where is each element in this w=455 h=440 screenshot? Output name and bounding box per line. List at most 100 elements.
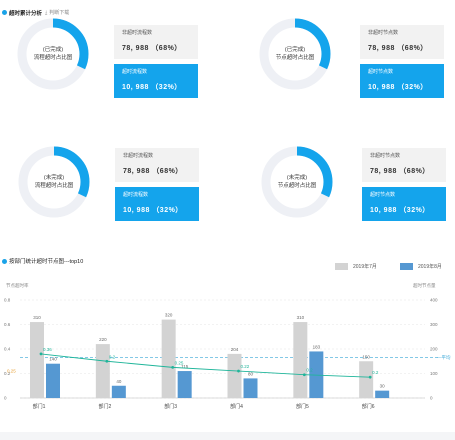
donut-slice-timeout bbox=[18, 146, 90, 218]
donut-chart bbox=[17, 18, 89, 90]
bar-august-value: 140 bbox=[49, 357, 57, 362]
timeout-stat-card[interactable]: 超时节点数 10, 988 （32%） bbox=[360, 64, 444, 98]
stat-label: 超时流程数 bbox=[123, 192, 149, 198]
donut-caption: 流程超时占比图 bbox=[33, 55, 73, 61]
download-icon: ⤓ bbox=[45, 9, 48, 16]
chart-section-dot bbox=[2, 259, 7, 264]
stat-label: 超时流程数 bbox=[122, 69, 148, 75]
legend-swatch-blue bbox=[400, 263, 413, 270]
bar-august bbox=[375, 390, 390, 398]
bar-july bbox=[293, 322, 308, 398]
timeout-rate-point bbox=[368, 375, 372, 379]
timeout-rate-label: 0.2 bbox=[109, 354, 116, 359]
timeout-rate-point bbox=[237, 369, 240, 373]
non-timeout-stat-card[interactable]: 非超时节点数 78, 988 （68%） bbox=[362, 148, 446, 182]
bar-july-value: 220 bbox=[99, 337, 107, 342]
left-tick-label: 0.6 bbox=[4, 322, 11, 327]
stat-label: 非超时流程数 bbox=[123, 153, 154, 159]
download-label: 判断下载 bbox=[49, 10, 70, 16]
donut-center-label: (已完成) 节点超时占比图 bbox=[265, 46, 325, 62]
stat-value: 10, 988 （32%） bbox=[122, 84, 182, 91]
stat-value: 78, 988 （68%） bbox=[370, 168, 430, 175]
stat-label: 非超时节点数 bbox=[368, 30, 399, 36]
bar-july-value: 310 bbox=[297, 315, 305, 320]
donut-status: (未完成) bbox=[43, 175, 65, 181]
right-tick-label: 400 bbox=[430, 298, 438, 303]
bar-july-value: 310 bbox=[33, 315, 41, 320]
donut-caption: 节点超时占比图 bbox=[275, 55, 315, 61]
timeout-rate-label: 0.25 bbox=[175, 360, 184, 365]
left-tick-label: 0.8 bbox=[4, 298, 11, 303]
left-axis-title: 节点超时率 bbox=[6, 283, 29, 288]
x-tick-label: 部门2 bbox=[98, 403, 111, 410]
timeout-rate-point bbox=[171, 365, 175, 369]
donut-center-label: (未完成) 流程超时占比图 bbox=[24, 174, 84, 190]
donut-caption: 节点超时占比图 bbox=[277, 183, 317, 189]
bar-august-value: 183 bbox=[313, 344, 321, 349]
bar-july-value: 204 bbox=[231, 347, 239, 352]
average-ref-label: —平均 bbox=[437, 354, 451, 361]
bar-july-value: 150 bbox=[362, 354, 370, 359]
donut-status: (未完成) bbox=[286, 175, 308, 181]
legend-label-august: 2019年8月 bbox=[418, 264, 442, 270]
donut-chart bbox=[18, 146, 90, 218]
bar-july-value: 320 bbox=[165, 313, 173, 318]
non-timeout-stat-card[interactable]: 非超时节点数 78, 988 （68%） bbox=[360, 25, 444, 59]
right-tick-label: 100 bbox=[430, 371, 438, 376]
x-tick-label: 部门6 bbox=[362, 403, 375, 410]
timeout-stat-card[interactable]: 超时节点数 10, 988 （32%） bbox=[362, 187, 446, 221]
timeout-rate-label: 0.22 bbox=[241, 364, 250, 369]
bar-august-value: 80 bbox=[248, 371, 254, 376]
left-tick-label: 0.2 bbox=[4, 371, 11, 376]
bar-july bbox=[227, 353, 242, 398]
non-timeout-stat-card[interactable]: 非超时流程数 78, 988 （68%） bbox=[115, 148, 199, 182]
section-marker-dot bbox=[2, 10, 7, 15]
x-tick-label: 部门3 bbox=[164, 403, 177, 410]
legend-label-july: 2019年7月 bbox=[353, 264, 377, 270]
stat-value: 10, 988 （32%） bbox=[123, 207, 183, 214]
right-axis-title: 超时节点量 bbox=[413, 283, 436, 288]
stat-label: 非超时流程数 bbox=[122, 30, 153, 36]
bar-july bbox=[359, 361, 374, 398]
stat-label: 超时节点数 bbox=[368, 69, 394, 75]
bar-august bbox=[177, 371, 192, 398]
bar-august-value: 30 bbox=[380, 384, 386, 389]
download-button[interactable]: ⤓ 判断下载 bbox=[45, 9, 70, 17]
left-tick-label: 0.4 bbox=[4, 347, 11, 352]
stat-label: 非超时节点数 bbox=[370, 153, 401, 159]
bar-august-value: 40 bbox=[116, 379, 122, 384]
stat-label: 超时节点数 bbox=[370, 192, 396, 198]
donut-caption: 流程超时占比图 bbox=[34, 183, 74, 189]
bar-august bbox=[111, 385, 126, 398]
donut-status: (已完成) bbox=[42, 47, 64, 53]
donut-slice-timeout bbox=[17, 18, 89, 90]
right-tick-label: 300 bbox=[430, 322, 438, 327]
bar-august bbox=[46, 363, 60, 398]
timeout-rate-label: 0.2 bbox=[306, 368, 313, 373]
x-tick-label: 部门5 bbox=[296, 403, 309, 410]
stat-value: 78, 988 （68%） bbox=[123, 168, 183, 175]
timeout-rate-line bbox=[40, 353, 371, 378]
bar-july bbox=[161, 319, 176, 398]
timeout-rate-point bbox=[105, 359, 109, 363]
legend-item-august[interactable]: 2019年8月 bbox=[400, 263, 442, 270]
timeout-stat-card[interactable]: 超时流程数 10, 988 （32%） bbox=[115, 187, 199, 221]
stat-value: 78, 988 （68%） bbox=[122, 45, 182, 52]
timeout-stat-card[interactable]: 超时流程数 10, 988 （32%） bbox=[114, 64, 198, 98]
timeout-rate-label: 0.2 bbox=[372, 370, 379, 375]
bar-july bbox=[30, 322, 44, 398]
legend-item-july[interactable]: 2019年7月 bbox=[335, 263, 377, 270]
x-tick-label: 部门4 bbox=[230, 403, 243, 410]
non-timeout-stat-card[interactable]: 非超时流程数 78, 988 （68%） bbox=[114, 25, 198, 59]
timeout-rate-label: 0.36 bbox=[43, 347, 52, 352]
timeout-rate-point bbox=[39, 352, 43, 356]
donut-chart bbox=[259, 18, 331, 90]
stat-value: 10, 988 （32%） bbox=[368, 84, 428, 91]
bar-august bbox=[243, 378, 258, 398]
left-marker-label: 0.25 bbox=[7, 369, 16, 374]
right-tick-label: 0 bbox=[430, 396, 433, 401]
left-tick-label: 0 bbox=[4, 396, 7, 401]
donut-center-label: (未完成) 节点超时占比图 bbox=[267, 174, 327, 190]
bar-july bbox=[95, 344, 110, 398]
page-title: 超时累计分析 bbox=[9, 10, 43, 17]
